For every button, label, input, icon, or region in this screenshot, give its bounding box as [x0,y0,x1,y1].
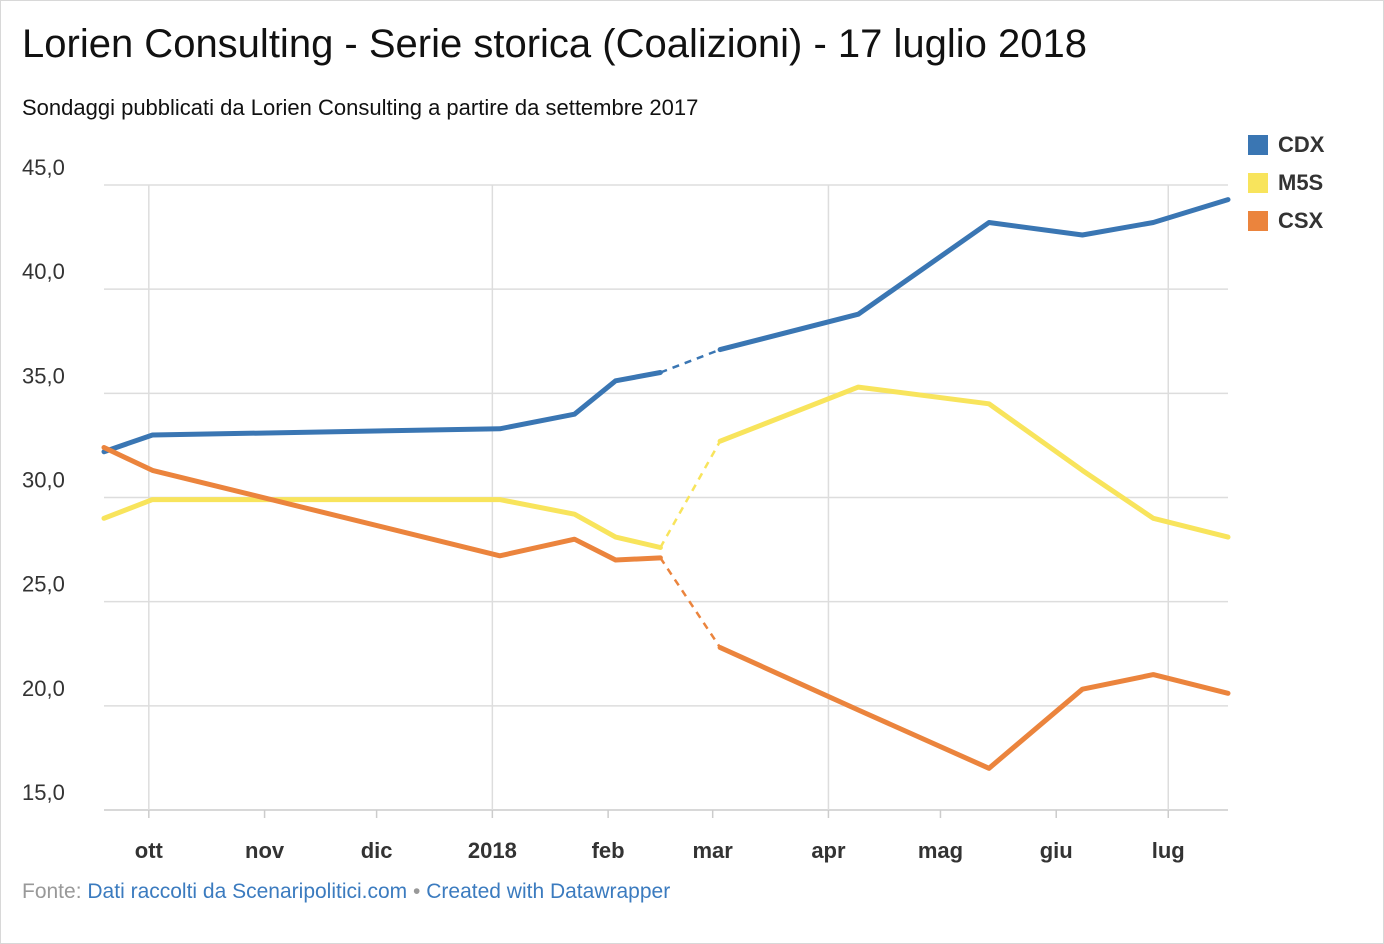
legend-swatch [1248,135,1268,155]
x-tick-label: 2018 [468,838,517,863]
y-tick-label: 35,0 [22,363,65,388]
x-tick-label: apr [811,838,846,863]
chart-title: Lorien Consulting - Serie storica (Coali… [22,22,1087,66]
y-tick-label: 40,0 [22,259,65,284]
series-line-cdx-before-gap [101,370,663,455]
x-tick-label: nov [245,838,285,863]
legend-item-cdx: CDX [1248,126,1324,164]
datawrapper-link[interactable]: Created with Datawrapper [426,880,671,903]
axis-layer: 45,0 40,0 35,0 30,0 25,0 20,0 15,0 ott nov dic 201… [22,155,1185,863]
series-line-csx-gap [659,557,722,649]
x-tick-label: lug [1152,838,1185,863]
series-line-csx-before-gap [101,445,663,563]
x-tick-label: giu [1040,838,1073,863]
grid-layer [104,184,1228,818]
source-link[interactable]: Dati raccolti da Scenaripolitici.com [87,880,408,903]
x-tick-label: feb [592,838,625,863]
legend-label: CDX [1278,132,1325,157]
legend-swatch [1248,173,1268,193]
y-tick-label: 15,0 [22,780,65,805]
series-line-m5s-after-gap [717,384,1231,540]
x-tick-label: ott [135,838,164,863]
series-line-cdx-after-gap [717,197,1231,353]
series-line-m5s-gap [659,440,722,549]
legend-swatch [1248,211,1268,231]
y-tick-label: 45,0 [22,155,65,180]
footer-separator: • [413,880,421,903]
chart-subtitle: Sondaggi pubblicati da Lorien Consulting… [22,95,699,120]
footer-prefix: Fonte: [22,880,82,903]
x-tick-label: mar [692,838,733,863]
series-line-m5s-before-gap [101,497,663,550]
legend-label: M5S [1278,170,1324,195]
y-tick-label: 25,0 [22,572,65,597]
y-tick-label: 30,0 [22,468,65,493]
series-line-csx-after-gap [717,645,1231,771]
x-tick-label: mag [918,838,963,863]
legend-label: CSX [1278,208,1324,233]
legend-item-csx: CSX [1248,202,1324,240]
series-layer [101,197,1231,771]
x-tick-label: dic [361,838,393,863]
legend: CDX M5S CSX [1248,126,1324,240]
y-tick-label: 20,0 [22,676,65,701]
series-line-cdx-gap [659,348,721,374]
footer: Fonte: Dati raccolti da Scenaripolitici.… [22,880,670,904]
legend-item-m5s: M5S [1248,164,1324,202]
